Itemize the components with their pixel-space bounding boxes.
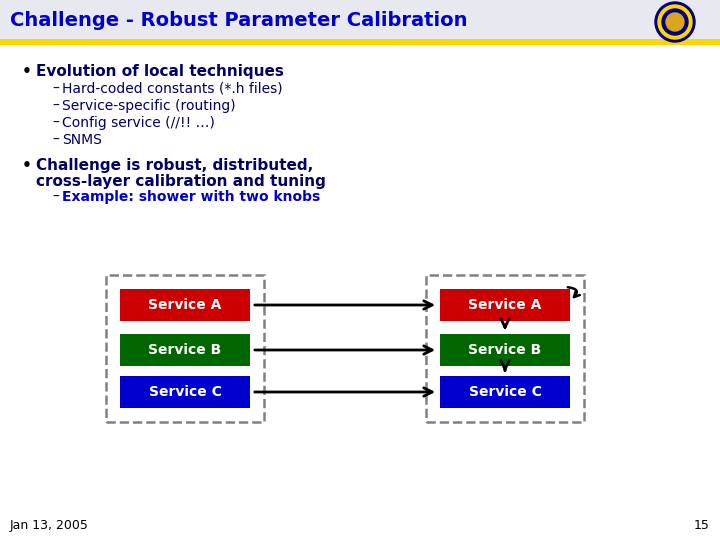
Text: cross-layer calibration and tuning: cross-layer calibration and tuning <box>36 174 326 189</box>
Bar <box>120 334 250 366</box>
Text: Service B: Service B <box>148 343 222 357</box>
Bar <box>120 376 250 408</box>
Text: Service A: Service A <box>148 298 222 312</box>
Bar <box>0 39 720 45</box>
Text: Service-specific (routing): Service-specific (routing) <box>62 99 235 113</box>
Text: Jan 13, 2005: Jan 13, 2005 <box>10 519 89 532</box>
Text: Config service (//!! …): Config service (//!! …) <box>62 116 215 130</box>
Text: –: – <box>52 133 59 147</box>
Circle shape <box>658 5 692 39</box>
Bar <box>440 334 570 366</box>
Text: Service C: Service C <box>148 385 222 399</box>
Text: Example: shower with two knobs: Example: shower with two knobs <box>62 190 320 204</box>
Bar <box>426 275 584 422</box>
Text: SNMS: SNMS <box>62 133 102 147</box>
Text: Evolution of local techniques: Evolution of local techniques <box>36 64 284 79</box>
Text: –: – <box>52 190 59 204</box>
Text: –: – <box>52 116 59 130</box>
Bar <box>120 289 250 321</box>
Circle shape <box>655 2 695 42</box>
Text: Hard-coded constants (*.h files): Hard-coded constants (*.h files) <box>62 82 283 96</box>
Circle shape <box>666 13 684 31</box>
Text: Service B: Service B <box>469 343 541 357</box>
Text: •: • <box>22 64 32 79</box>
Bar <box>106 275 264 422</box>
Bar <box>440 289 570 321</box>
Text: 15: 15 <box>694 519 710 532</box>
Text: •: • <box>22 158 32 173</box>
Bar <box>440 376 570 408</box>
Text: –: – <box>52 99 59 113</box>
Text: Service C: Service C <box>469 385 541 399</box>
Text: Challenge is robust, distributed,: Challenge is robust, distributed, <box>36 158 313 173</box>
Text: –: – <box>52 82 59 96</box>
Text: Challenge - Robust Parameter Calibration: Challenge - Robust Parameter Calibration <box>10 10 467 30</box>
Circle shape <box>662 9 688 35</box>
Text: Service A: Service A <box>468 298 541 312</box>
Bar <box>0 0 720 40</box>
